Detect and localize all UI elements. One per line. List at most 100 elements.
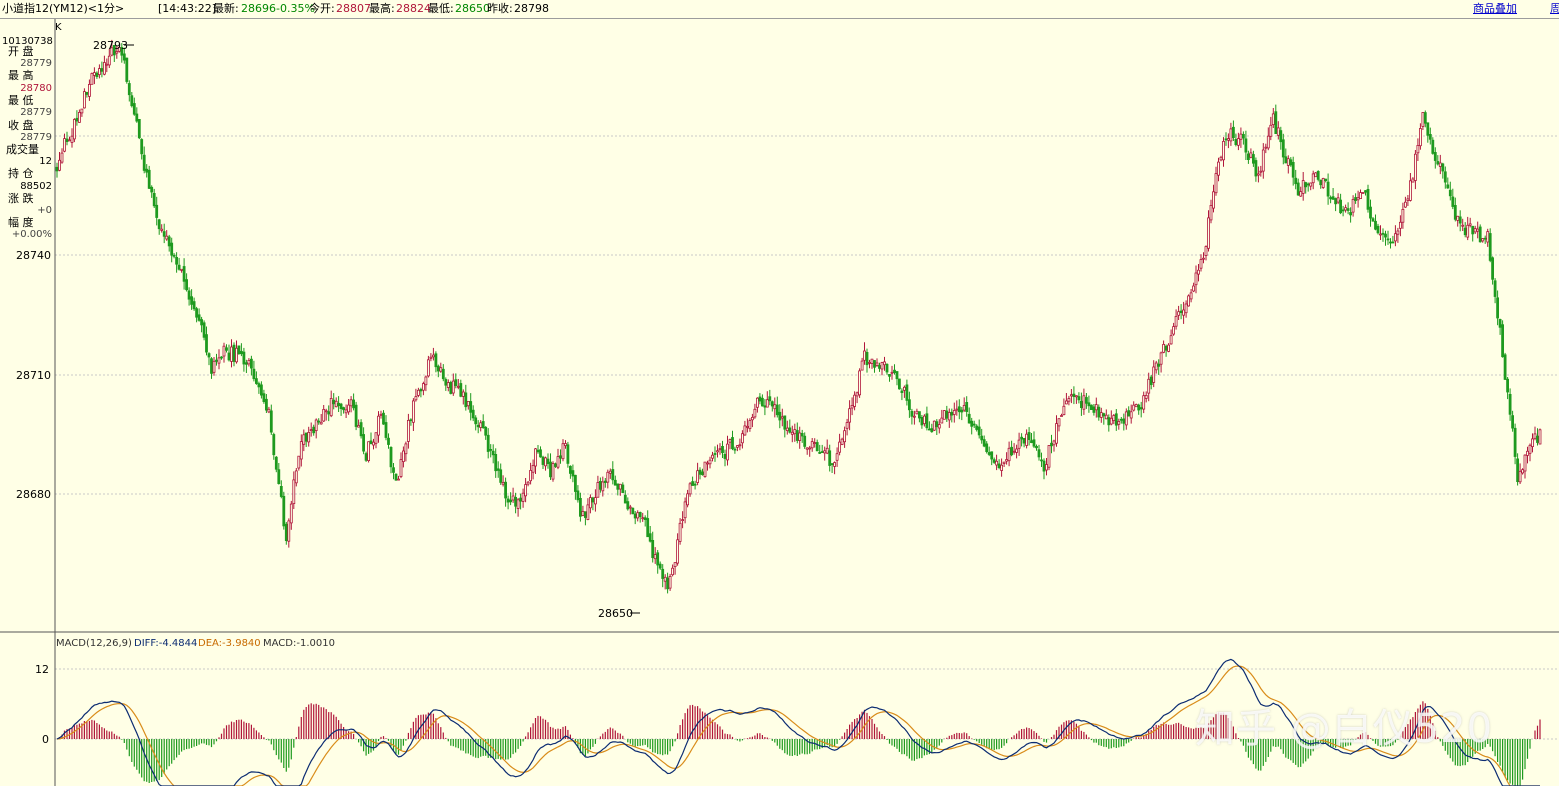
candlestick-series <box>55 39 1542 594</box>
candle-body <box>810 441 814 449</box>
candle-body <box>1423 112 1427 124</box>
candle-body <box>319 421 323 425</box>
candle-body <box>1134 404 1138 408</box>
candle-body <box>1002 461 1006 464</box>
candle-body <box>1065 400 1068 405</box>
candle-body <box>995 460 998 466</box>
candle-body <box>436 365 440 372</box>
candle-body <box>352 399 356 409</box>
candle-body <box>1394 233 1397 242</box>
period-link[interactable]: 周 <box>1550 2 1559 15</box>
candle-body <box>895 371 899 380</box>
chart-area[interactable]: 28740 28710 28680 K 10130738 开 盘 28779 最… <box>0 19 1559 786</box>
candle-body <box>706 462 709 465</box>
candle-body <box>1117 420 1121 425</box>
candle-body <box>962 404 966 411</box>
candle-body <box>1055 423 1058 444</box>
candle-body <box>793 429 797 435</box>
candle-body <box>1052 440 1056 446</box>
candle-body <box>870 358 874 364</box>
candle-body <box>1508 393 1512 415</box>
candle-body <box>1491 257 1494 280</box>
candle-body <box>339 403 343 410</box>
candle-body <box>529 469 532 482</box>
candle-body <box>105 63 109 66</box>
candle-body <box>1329 197 1332 200</box>
candle-body <box>177 264 181 270</box>
candle-body <box>1242 133 1245 139</box>
candle-body <box>965 401 969 412</box>
candle-body <box>571 470 575 477</box>
candle-body <box>1493 280 1497 297</box>
candle-body <box>758 396 762 402</box>
macd-y-tick: 12 <box>35 663 49 676</box>
chg-field-label: 涨 跌 <box>8 191 34 205</box>
candle-body <box>1099 412 1103 418</box>
candle-body <box>599 480 602 490</box>
candle-body <box>454 379 458 387</box>
candle-body <box>494 453 498 472</box>
candle-body <box>1159 352 1163 365</box>
candle-body <box>175 256 179 265</box>
candle-body <box>1361 192 1365 194</box>
candle-body <box>165 235 169 240</box>
candle-body <box>120 47 124 56</box>
candle-body <box>972 423 976 426</box>
candle-body <box>409 419 413 422</box>
candle-body <box>798 432 802 441</box>
prev-close-value: 28798 <box>514 2 549 15</box>
candle-body <box>880 362 884 370</box>
candle-body <box>1062 405 1066 415</box>
candle-body <box>1336 197 1340 203</box>
candle-body <box>925 413 929 429</box>
candle-body <box>182 266 186 282</box>
overlay-commodity-link[interactable]: 商品叠加 <box>1473 2 1517 15</box>
candle-body <box>1379 233 1382 236</box>
candle-body <box>658 563 662 569</box>
candle-body <box>823 450 827 454</box>
candle-body <box>1050 442 1053 447</box>
candle-body <box>464 392 468 408</box>
candle-body <box>848 408 851 423</box>
candle-body <box>155 204 159 218</box>
latest-value: 28696 <box>241 2 276 15</box>
candle-body <box>1349 212 1352 216</box>
candle-body <box>970 420 974 427</box>
candle-body <box>421 383 425 391</box>
candle-body <box>1142 395 1146 410</box>
candle-body <box>499 469 503 483</box>
candle-body <box>132 103 136 115</box>
candle-body <box>491 450 495 456</box>
candle-body <box>633 513 637 519</box>
candle-body <box>496 468 500 471</box>
candle-body <box>205 334 208 353</box>
candle-body <box>232 344 236 362</box>
candle-body <box>394 473 398 481</box>
candle-body <box>439 367 443 372</box>
candle-body <box>466 400 470 407</box>
candle-body <box>1344 207 1347 211</box>
candle-body <box>678 522 682 542</box>
candle-body <box>83 91 86 109</box>
candle-body <box>441 368 445 380</box>
candle-body <box>1306 183 1310 186</box>
candle-body <box>1448 189 1452 197</box>
candle-body <box>1261 149 1265 172</box>
candle-body <box>1414 153 1417 181</box>
candle-body <box>873 360 876 368</box>
candle-body <box>937 424 941 429</box>
candle-body <box>110 47 114 56</box>
candle-body <box>1451 196 1455 207</box>
candle-body <box>1466 224 1470 238</box>
candle-body <box>259 384 263 396</box>
instrument-name[interactable]: 小道指12(YM12)<1分> <box>2 2 125 15</box>
candle-body <box>775 404 779 416</box>
candle-body <box>631 507 635 515</box>
candle-body <box>564 443 567 446</box>
candle-body <box>805 447 809 450</box>
candle-body <box>551 463 555 480</box>
candle-body <box>541 456 545 465</box>
candle-body <box>287 520 291 542</box>
candle-body <box>601 481 605 492</box>
candle-body <box>1488 233 1492 261</box>
